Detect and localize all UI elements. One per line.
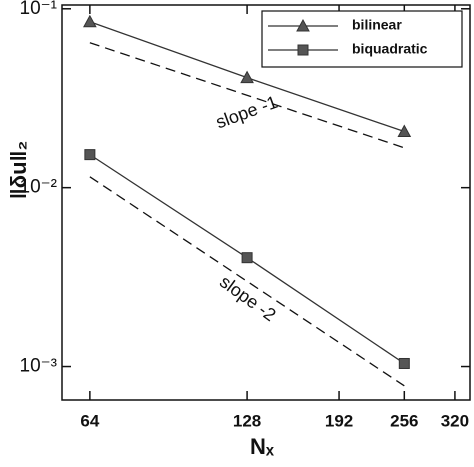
y-tick-label: 10⁻¹ — [20, 0, 58, 19]
data-point — [398, 357, 410, 369]
reference-line — [89, 42, 405, 149]
legend-marker — [296, 18, 310, 32]
reference-line — [89, 176, 405, 387]
plot-frame — [61, 4, 471, 401]
x-tick-label: 128 — [233, 411, 261, 430]
legend-box — [261, 10, 463, 68]
data-point — [84, 149, 96, 161]
legend-label: bilinear — [352, 17, 402, 33]
data-point — [83, 14, 97, 28]
y-tick-label: 10⁻³ — [20, 356, 58, 377]
data-point — [240, 70, 254, 84]
y-tick-label: 10⁻² — [20, 177, 58, 198]
data-point — [397, 124, 412, 138]
x-tick-label: 320 — [441, 411, 469, 430]
x-tick-label: 64 — [80, 411, 99, 430]
annotation: slope -1 — [213, 92, 280, 133]
y-axis-label: ‖δu‖₂ — [6, 141, 31, 199]
x-tick-label: 256 — [390, 411, 418, 430]
annotation: slope -2 — [216, 271, 280, 325]
legend-label: biquadratic — [352, 41, 428, 57]
x-axis-label: Nₓ — [250, 434, 275, 459]
data-point — [241, 252, 253, 264]
x-tick-label: 192 — [325, 411, 353, 430]
legend-marker — [297, 44, 309, 56]
